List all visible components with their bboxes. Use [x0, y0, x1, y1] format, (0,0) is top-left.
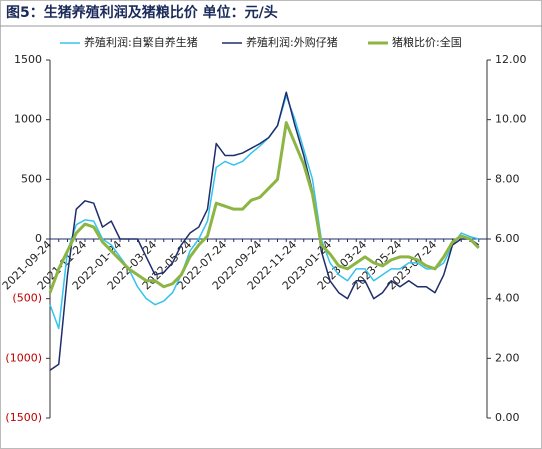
legend-label: 养殖利润:自繁自养生猪 — [84, 35, 198, 49]
legend-label: 养殖利润:外购仔猪 — [246, 35, 338, 49]
legend-label: 猪粮比价:全国 — [392, 35, 462, 49]
y2-tick-label: 4.00 — [495, 292, 520, 305]
y2-tick-label: 0.00 — [495, 411, 520, 424]
y-tick-label: (500) — [12, 292, 42, 305]
y2-tick-label: 2.00 — [495, 351, 520, 364]
series-line — [49, 95, 479, 330]
y-tick-label: (1500) — [5, 411, 42, 424]
y-tick-label: 0 — [35, 232, 42, 245]
series-line — [49, 91, 480, 371]
y2-tick-label: 8.00 — [495, 172, 520, 185]
series-line — [48, 121, 480, 294]
y2-tick-label: 6.00 — [495, 232, 520, 245]
y-tick-label: 1000 — [14, 113, 42, 126]
y-tick-label: (1000) — [5, 351, 42, 364]
y2-tick-label: 10.00 — [495, 113, 527, 126]
y2-tick-label: 12.00 — [495, 53, 527, 66]
y-tick-label: 500 — [21, 172, 42, 185]
y-tick-label: 1500 — [14, 53, 42, 66]
chart-title: 图5：生猪养殖利润及猪粮比价 单位：元/头 — [6, 4, 278, 21]
